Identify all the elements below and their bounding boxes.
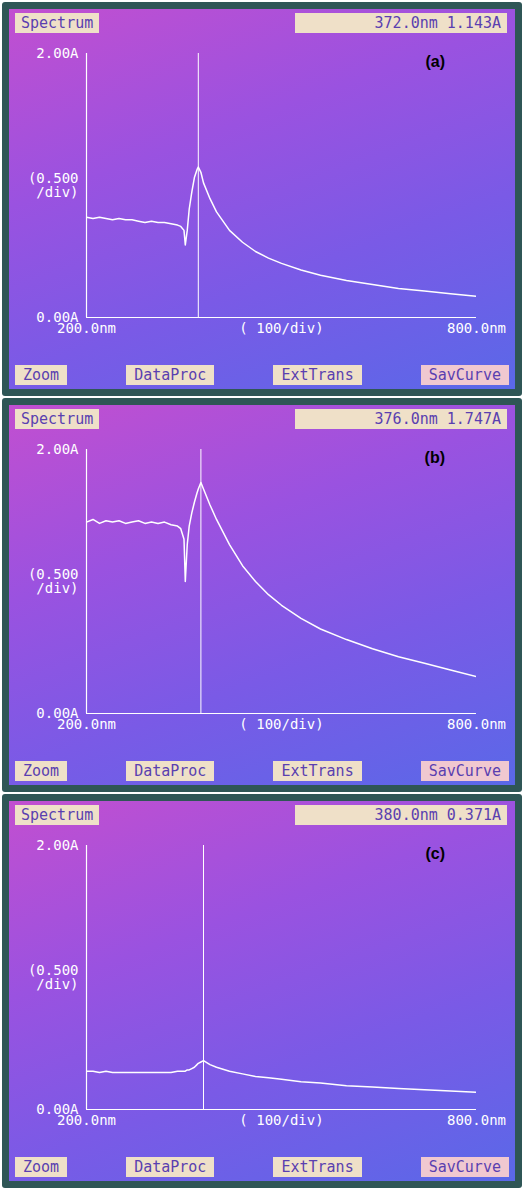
html-text:(a): (a) bbox=[425, 53, 445, 70]
svg-text:(0.500/div): (0.500/div) bbox=[28, 962, 79, 992]
html-text:372.0nm 1.143A: 372.0nm 1.143A bbox=[374, 14, 501, 32]
svg-text:(0.500/div): (0.500/div) bbox=[28, 566, 79, 596]
html-text:Spectrum: Spectrum bbox=[21, 14, 94, 32]
svg-text:800.0nm: 800.0nm bbox=[447, 716, 506, 732]
html-text:DataProc: DataProc bbox=[134, 1158, 207, 1176]
html-text:Spectrum: Spectrum bbox=[21, 806, 94, 824]
html-text:DataProc: DataProc bbox=[134, 366, 207, 384]
svg-text:0.00A: 0.00A bbox=[36, 705, 79, 721]
svg-text:800.0nm: 800.0nm bbox=[447, 1112, 506, 1128]
svg-text:200.0nm: 200.0nm bbox=[57, 320, 116, 336]
svg-text:800.0nm: 800.0nm bbox=[447, 320, 506, 336]
html-text:ExtTrans: ExtTrans bbox=[281, 1158, 354, 1176]
html-text:(b): (b) bbox=[424, 449, 445, 466]
html-text:Zoom: Zoom bbox=[23, 762, 60, 780]
svg-text:( 100/div): ( 100/div) bbox=[239, 716, 323, 732]
html-text:Zoom: Zoom bbox=[23, 366, 60, 384]
svg-text:0.00A: 0.00A bbox=[36, 309, 79, 325]
html-text:376.0nm 1.747A: 376.0nm 1.747A bbox=[374, 410, 501, 428]
svg-text:( 100/div): ( 100/div) bbox=[239, 320, 323, 336]
html-text:ExtTrans: ExtTrans bbox=[281, 366, 354, 384]
svg-text:2.00A: 2.00A bbox=[36, 45, 79, 61]
svg-text:2.00A: 2.00A bbox=[36, 441, 79, 457]
svg-text:(0.500/div): (0.500/div) bbox=[28, 170, 79, 200]
svg-text:2.00A: 2.00A bbox=[36, 837, 79, 853]
html-text:Spectrum: Spectrum bbox=[21, 410, 94, 428]
svg-text:200.0nm: 200.0nm bbox=[57, 716, 116, 732]
html-text:SavCurve: SavCurve bbox=[428, 1158, 501, 1176]
html-text:SavCurve: SavCurve bbox=[428, 762, 501, 780]
html-text:ExtTrans: ExtTrans bbox=[281, 762, 354, 780]
html-text:(c): (c) bbox=[425, 845, 445, 862]
svg-text:0.00A: 0.00A bbox=[36, 1101, 79, 1117]
html-text:DataProc: DataProc bbox=[134, 762, 207, 780]
html-text:380.0nm 0.371A: 380.0nm 0.371A bbox=[374, 806, 501, 824]
html-text:Zoom: Zoom bbox=[23, 1158, 60, 1176]
html-text:SavCurve: SavCurve bbox=[428, 366, 501, 384]
svg-text:200.0nm: 200.0nm bbox=[57, 1112, 116, 1128]
svg-text:( 100/div): ( 100/div) bbox=[239, 1112, 323, 1128]
